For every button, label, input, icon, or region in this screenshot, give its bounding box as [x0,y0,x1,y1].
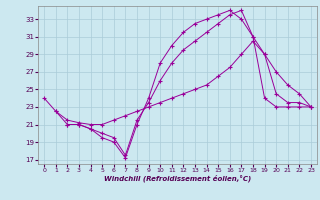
X-axis label: Windchill (Refroidissement éolien,°C): Windchill (Refroidissement éolien,°C) [104,175,251,182]
